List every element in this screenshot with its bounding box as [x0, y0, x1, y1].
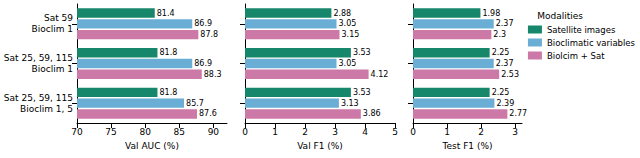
- svg-text:Bioclim 1: Bioclim 1: [32, 64, 73, 74]
- svg-text:3: 3: [332, 127, 338, 137]
- svg-text:Modalities: Modalities: [537, 11, 583, 21]
- svg-text:85.7: 85.7: [186, 99, 204, 108]
- svg-text:2.25: 2.25: [492, 48, 510, 57]
- svg-text:Bioclim 1: Bioclim 1: [32, 24, 73, 34]
- svg-text:86.9: 86.9: [194, 19, 212, 28]
- svg-text:3.86: 3.86: [363, 109, 381, 118]
- svg-text:5: 5: [392, 127, 398, 137]
- svg-text:Sat 25, 59, 115: Sat 25, 59, 115: [4, 93, 73, 103]
- svg-text:2.3: 2.3: [493, 30, 506, 39]
- svg-text:2: 2: [478, 127, 484, 137]
- svg-text:81.8: 81.8: [159, 88, 177, 97]
- svg-text:3.13: 3.13: [341, 99, 359, 108]
- svg-text:2.53: 2.53: [501, 70, 519, 79]
- svg-text:81.8: 81.8: [159, 48, 177, 57]
- svg-text:Biolcim + Sat: Biolcim + Sat: [547, 51, 605, 61]
- svg-text:2.88: 2.88: [333, 9, 351, 18]
- svg-text:1: 1: [272, 127, 278, 137]
- svg-text:2.37: 2.37: [496, 59, 514, 68]
- svg-text:90: 90: [208, 127, 220, 137]
- svg-text:Val F1 (%): Val F1 (%): [297, 141, 343, 151]
- svg-text:3.15: 3.15: [342, 30, 360, 39]
- svg-text:4.12: 4.12: [371, 70, 389, 79]
- svg-text:Satellite images: Satellite images: [547, 25, 616, 35]
- svg-text:0: 0: [410, 127, 416, 137]
- svg-text:87.8: 87.8: [200, 30, 218, 39]
- svg-text:3.53: 3.53: [353, 48, 371, 57]
- svg-text:Sat 25, 59, 115: Sat 25, 59, 115: [4, 53, 73, 63]
- svg-text:3.05: 3.05: [339, 19, 357, 28]
- svg-text:2.77: 2.77: [509, 109, 527, 118]
- svg-text:Sat 59: Sat 59: [44, 13, 73, 23]
- svg-text:0: 0: [242, 127, 248, 137]
- svg-text:4: 4: [362, 127, 368, 137]
- svg-text:Bioclim 1, 5: Bioclim 1, 5: [20, 104, 73, 114]
- svg-text:81.4: 81.4: [157, 9, 175, 18]
- svg-text:85: 85: [174, 127, 185, 137]
- svg-text:1: 1: [444, 127, 450, 137]
- svg-text:2.39: 2.39: [496, 99, 514, 108]
- svg-text:3.53: 3.53: [353, 88, 371, 97]
- svg-text:1.98: 1.98: [482, 9, 500, 18]
- svg-text:2.25: 2.25: [492, 88, 510, 97]
- svg-text:75: 75: [105, 127, 116, 137]
- svg-text:88.3: 88.3: [204, 70, 222, 79]
- svg-text:70: 70: [71, 127, 83, 137]
- svg-text:2: 2: [302, 127, 308, 137]
- svg-text:80: 80: [139, 127, 151, 137]
- svg-text:87.6: 87.6: [199, 109, 217, 118]
- svg-text:Bioclimatic variables: Bioclimatic variables: [547, 38, 636, 48]
- svg-text:3: 3: [512, 127, 518, 137]
- svg-text:3.05: 3.05: [339, 59, 357, 68]
- svg-text:Val AUC (%): Val AUC (%): [125, 141, 179, 151]
- svg-text:Test F1 (%): Test F1 (%): [442, 141, 493, 151]
- svg-text:2.37: 2.37: [496, 19, 514, 28]
- svg-text:86.9: 86.9: [194, 59, 212, 68]
